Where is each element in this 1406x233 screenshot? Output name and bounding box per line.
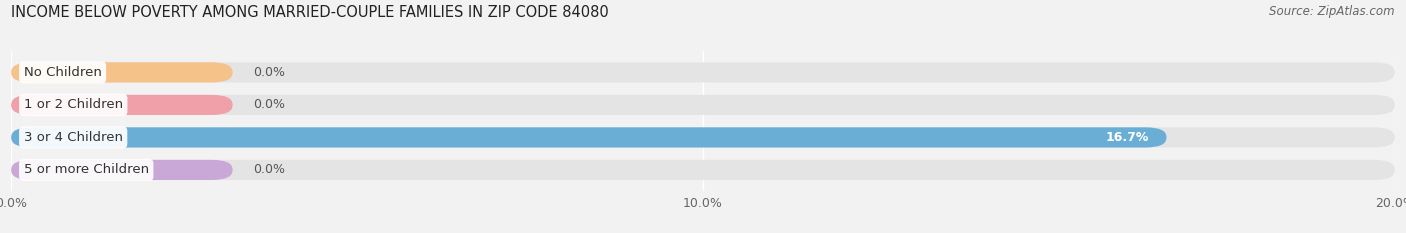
FancyBboxPatch shape [11,127,1167,147]
FancyBboxPatch shape [11,127,1395,147]
Text: 16.7%: 16.7% [1105,131,1149,144]
Text: 0.0%: 0.0% [253,98,285,111]
FancyBboxPatch shape [11,160,232,180]
Text: 1 or 2 Children: 1 or 2 Children [24,98,122,111]
Text: No Children: No Children [24,66,101,79]
FancyBboxPatch shape [11,62,232,82]
FancyBboxPatch shape [11,95,232,115]
FancyBboxPatch shape [11,160,1395,180]
Text: 0.0%: 0.0% [253,66,285,79]
FancyBboxPatch shape [11,62,1395,82]
Text: 5 or more Children: 5 or more Children [24,163,149,176]
Text: 0.0%: 0.0% [253,163,285,176]
Text: 3 or 4 Children: 3 or 4 Children [24,131,122,144]
Text: Source: ZipAtlas.com: Source: ZipAtlas.com [1270,5,1395,18]
Text: INCOME BELOW POVERTY AMONG MARRIED-COUPLE FAMILIES IN ZIP CODE 84080: INCOME BELOW POVERTY AMONG MARRIED-COUPL… [11,5,609,20]
FancyBboxPatch shape [11,95,1395,115]
